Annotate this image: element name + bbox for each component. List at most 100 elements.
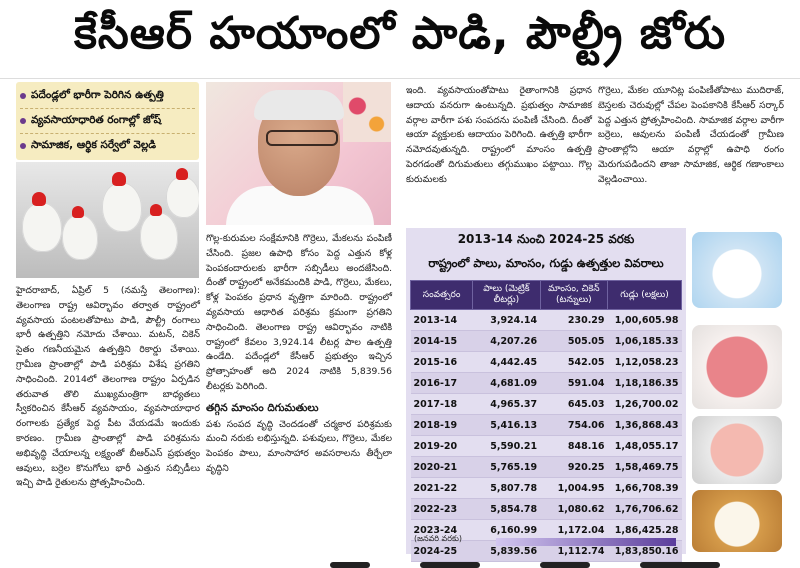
- table-row: 2015-16 4,442.45 542.05 1,12,058.23: [410, 351, 682, 373]
- production-table-panel: 2013-14 నుంచి 2024-25 వరకు రాష్ట్రంలో పా…: [406, 228, 686, 562]
- highlights-box: పదేండ్లలో భారీగా పెరిగిన ఉత్పత్తి వ్యవసా…: [16, 82, 199, 160]
- table-row: 2016-17 4,681.09 591.04 1,18,186.35: [410, 372, 682, 394]
- article-column-2: గొల్ల-కురుమల సంక్షేమానికి గొర్రెలు, మేకల…: [206, 233, 392, 474]
- table-row: 2013-14 3,924.14 230.29 1,00,605.98: [410, 309, 682, 331]
- article-column-3: ఇంది. వ్యవసాయంతోపాటు రైతాంగానికి ప్రధాన …: [406, 85, 592, 185]
- milk-cell: 3,924.14: [472, 309, 541, 331]
- meat-cell: 1,080.62: [540, 498, 608, 520]
- milk-cell: 4,442.45: [472, 351, 541, 373]
- year-cell: 2020-21: [410, 456, 473, 478]
- year-cell: 2021-22: [410, 477, 473, 499]
- table-subtitle: రాష్ట్రంలో పాలు, మాంసం, గుడ్డు ఉత్పత్తుల…: [428, 256, 664, 270]
- year-cell: 2024-25: [410, 540, 473, 562]
- milk-cell: 4,681.09: [472, 372, 541, 394]
- clipped-text-fragment: [640, 562, 720, 568]
- year-cell: 2013-14: [410, 309, 473, 331]
- table-row: 2022-23 5,854.78 1,080.62 1,76,706.62: [410, 498, 682, 520]
- header-meat: మాంసం, చికెన్ (టన్నులు): [539, 280, 609, 310]
- portrait-hair: [254, 90, 344, 120]
- meat-cell: 1,004.95: [540, 477, 608, 499]
- decorative-bar: [496, 538, 676, 546]
- clipped-text-fragment: [330, 562, 370, 568]
- hen-comb: [32, 192, 46, 206]
- eggs-cell: 1,12,058.23: [607, 351, 682, 373]
- header-year: సంవత్సరం: [409, 280, 474, 310]
- header-eggs: గుడ్లు (లక్షలు): [607, 280, 682, 310]
- subheading: తగ్గిన మాంసం దిగుమతులు: [206, 401, 319, 414]
- highlight-item: సామాజిక, ఆర్థిక సర్వేలో వెల్లడి: [20, 134, 195, 158]
- year-cell: 2018-19: [410, 414, 473, 436]
- highlight-item: పదేండ్లలో భారీగా పెరిగిన ఉత్పత్తి: [20, 84, 195, 109]
- year-cell: 2022-23: [410, 498, 473, 520]
- table-note: (జనవరి వరకు): [414, 534, 463, 543]
- year-cell: 2015-16: [410, 351, 473, 373]
- fish-plate-image: [692, 416, 782, 484]
- milk-cell: 5,416.13: [472, 414, 541, 436]
- milk-cell: 5,590.21: [472, 435, 541, 457]
- eggs-cell: 1,18,186.35: [607, 372, 682, 394]
- table-row: 2021-22 5,807.78 1,004.95 1,66,708.39: [410, 477, 682, 499]
- meat-cell: 230.29: [540, 309, 608, 331]
- meat-cell: 542.05: [540, 351, 608, 373]
- table-row: 2014-15 4,207.26 505.05 1,06,185.33: [410, 330, 682, 352]
- hen-figure: [62, 214, 98, 260]
- hen-comb: [112, 172, 126, 186]
- year-cell: 2017-18: [410, 393, 473, 415]
- bullet-icon: [20, 93, 26, 99]
- hen-figure: [22, 202, 62, 252]
- year-cell: 2016-17: [410, 372, 473, 394]
- meat-cell: 591.04: [540, 372, 608, 394]
- year-cell: 2014-15: [410, 330, 473, 352]
- table-header-row: సంవత్సరం పాలు (మెట్రిక్ లీటర్లు) మాంసం, …: [409, 280, 682, 310]
- eggs-cell: 1,36,868.43: [607, 414, 682, 436]
- meat-cell: 754.06: [540, 414, 608, 436]
- milk-cell: 4,207.26: [472, 330, 541, 352]
- flowers-decoration: [343, 82, 391, 142]
- meat-plate-image: [692, 325, 782, 409]
- highlight-item: వ్యవసాయాధారిత రంగాల్లో జోష్: [20, 109, 195, 134]
- next-article-strip: [0, 558, 800, 568]
- table-row: 2020-21 5,765.19 920.25 1,58,469.75: [410, 456, 682, 478]
- eggs-basket-image: [692, 490, 782, 552]
- table-title: 2013-14 నుంచి 2024-25 వరకు: [457, 232, 635, 246]
- clipped-text-fragment: [420, 562, 480, 568]
- year-cell: 2023-24: [410, 519, 473, 541]
- hen-figure: [102, 182, 142, 232]
- article-column-4: గొర్రెలు, మేకల యూనిట్ల పంపిణీతోపాటు ముది…: [598, 85, 784, 185]
- hen-comb: [176, 168, 188, 180]
- bullet-icon: [20, 118, 26, 124]
- table-row: 2019-20 5,590.21 848.16 1,48,055.17: [410, 435, 682, 457]
- eggs-cell: 1,66,708.39: [607, 477, 682, 499]
- meat-cell: 505.05: [540, 330, 608, 352]
- meat-cell: 848.16: [540, 435, 608, 457]
- meat-cell: 920.25: [540, 456, 608, 478]
- eggs-cell: 1,76,706.62: [607, 498, 682, 520]
- milk-cell: 5,854.78: [472, 498, 541, 520]
- article-column-1: హైదరాబాద్, ఏప్రిల్ 5 (నమస్తే తెలంగాణ): త…: [16, 285, 200, 489]
- hen-comb: [150, 204, 162, 216]
- table-row: 2017-18 4,965.37 645.03 1,26,700.02: [410, 393, 682, 415]
- eggs-cell: 1,48,055.17: [607, 435, 682, 457]
- hen-figure: [140, 212, 178, 260]
- bullet-icon: [20, 143, 26, 149]
- headline: కేసీఆర్ హయాంలో పాడి, పౌల్ట్రీ జోరు: [0, 0, 800, 79]
- eggs-cell: 1,06,185.33: [607, 330, 682, 352]
- milk-cell: 5,807.78: [472, 477, 541, 499]
- eggs-cell: 1,58,469.75: [607, 456, 682, 478]
- milk-glass-image: [692, 232, 782, 308]
- meat-cell: 645.03: [540, 393, 608, 415]
- glasses-icon: [266, 130, 338, 146]
- portrait-photo: [206, 82, 391, 225]
- production-table: సంవత్సరం పాలు (మెట్రిక్ లీటర్లు) మాంసం, …: [409, 280, 682, 562]
- eggs-cell: 1,00,605.98: [607, 309, 682, 331]
- milk-cell: 5,765.19: [472, 456, 541, 478]
- header-milk: పాలు (మెట్రిక్ లీటర్లు): [472, 280, 541, 310]
- hens-photo: [16, 162, 199, 278]
- hen-comb: [72, 206, 84, 218]
- hen-figure: [166, 176, 199, 218]
- year-cell: 2019-20: [410, 435, 473, 457]
- eggs-cell: 1,26,700.02: [607, 393, 682, 415]
- table-row: 2018-19 5,416.13 754.06 1,36,868.43: [410, 414, 682, 436]
- milk-cell: 4,965.37: [472, 393, 541, 415]
- clipped-text-fragment: [540, 562, 590, 568]
